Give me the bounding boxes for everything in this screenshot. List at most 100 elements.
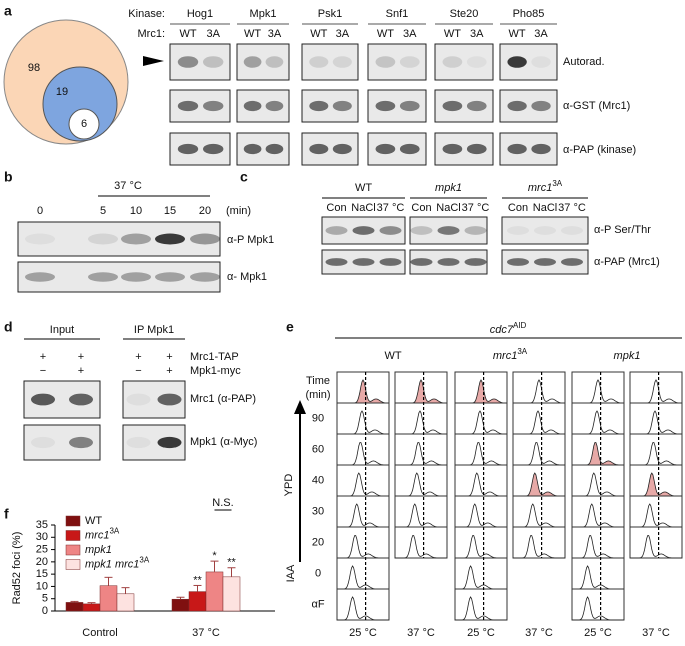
band bbox=[190, 272, 220, 282]
x-tick-label: 37 °C bbox=[192, 627, 220, 639]
sign: − bbox=[135, 365, 141, 377]
band bbox=[410, 226, 433, 235]
panel-letter: b bbox=[4, 169, 13, 185]
band bbox=[352, 226, 375, 235]
histogram-cell bbox=[336, 464, 390, 497]
time-label: 60 bbox=[312, 443, 324, 455]
condition-label: NaCl bbox=[436, 202, 460, 214]
histogram-cell bbox=[454, 464, 508, 497]
error-bar bbox=[70, 600, 79, 603]
condition-label: Con bbox=[411, 202, 431, 214]
genotype: WT bbox=[444, 28, 461, 40]
y-tick-label: 25 bbox=[36, 543, 48, 555]
x-tick-label: Control bbox=[82, 627, 117, 639]
row-label: α-P Mpk1 bbox=[227, 234, 274, 246]
band bbox=[190, 233, 220, 245]
histogram-cell bbox=[629, 526, 683, 559]
band bbox=[69, 436, 93, 449]
band bbox=[464, 226, 487, 235]
name-part: mpk1 bbox=[85, 544, 112, 556]
bar bbox=[205, 571, 224, 612]
condition-label: NaCl bbox=[351, 202, 375, 214]
band bbox=[507, 56, 527, 68]
histogram-cell bbox=[512, 402, 566, 435]
histogram-cell bbox=[571, 526, 625, 559]
legend-label: mpk1 mrc13A bbox=[85, 555, 150, 570]
panel-letter: f bbox=[4, 506, 9, 522]
legend-label: WT bbox=[85, 515, 102, 527]
sign: + bbox=[166, 365, 172, 377]
genotype: WT bbox=[310, 28, 327, 40]
error-bar bbox=[227, 567, 236, 577]
blot bbox=[301, 43, 359, 81]
superscript: 3A bbox=[552, 179, 562, 188]
band bbox=[332, 56, 352, 68]
bar bbox=[188, 591, 207, 612]
time-label: 0 bbox=[315, 567, 321, 579]
band bbox=[309, 56, 329, 68]
band bbox=[25, 272, 55, 282]
row-label: α- Mpk1 bbox=[227, 271, 267, 283]
histogram-cell bbox=[512, 526, 566, 559]
band bbox=[379, 258, 402, 266]
band bbox=[203, 143, 224, 155]
condition-label: NaCl bbox=[533, 202, 557, 214]
band bbox=[375, 56, 396, 68]
genotype: 3A bbox=[268, 28, 282, 40]
row-label: Mpk1 (α-Myc) bbox=[190, 436, 257, 448]
significance-label: * bbox=[212, 550, 217, 562]
error-bar bbox=[193, 584, 202, 592]
kinase-name: Snf1 bbox=[386, 8, 409, 20]
condition-label: 37 °C bbox=[558, 202, 586, 214]
strain-label: mrc13A bbox=[528, 179, 563, 194]
histogram-cell bbox=[454, 402, 508, 435]
y-axis-label: Rad52 foci (%) bbox=[11, 532, 23, 605]
histogram-cell bbox=[512, 371, 566, 404]
band bbox=[507, 143, 527, 155]
band bbox=[265, 143, 284, 155]
ns-label: N.S. bbox=[212, 497, 233, 509]
error-bar bbox=[121, 587, 130, 594]
histogram-cell bbox=[394, 464, 448, 497]
histogram bbox=[572, 596, 624, 621]
kinase-name: Ste20 bbox=[450, 8, 479, 20]
band bbox=[31, 393, 55, 406]
genotype: 3A bbox=[403, 28, 417, 40]
blot bbox=[17, 221, 221, 257]
venn-inner bbox=[68, 108, 100, 140]
band bbox=[442, 56, 463, 68]
y-tick-label: 20 bbox=[36, 556, 48, 568]
temperature-label: 37 °C bbox=[407, 627, 435, 639]
superscript: 3A bbox=[109, 526, 119, 535]
row-title: Kinase: bbox=[128, 8, 165, 20]
row-label: α-GST (Mrc1) bbox=[563, 100, 630, 112]
background-label: cdc7AID bbox=[490, 321, 527, 336]
error-bar bbox=[87, 602, 96, 604]
band bbox=[442, 100, 463, 112]
bar bbox=[222, 576, 241, 612]
blot bbox=[367, 43, 427, 81]
row-label: α-PAP (Mrc1) bbox=[594, 256, 660, 268]
band bbox=[379, 226, 402, 235]
temperature-label: 37 °C bbox=[525, 627, 553, 639]
histogram bbox=[455, 596, 507, 621]
band bbox=[203, 100, 224, 112]
construct-label: Mrc1-TAP bbox=[190, 351, 239, 363]
band bbox=[309, 143, 329, 155]
row-label: Autorad. bbox=[563, 56, 605, 68]
row-label: Mrc1 (α-PAP) bbox=[190, 393, 256, 405]
superscript: 3A bbox=[517, 347, 527, 356]
time-label: 10 bbox=[130, 205, 142, 217]
legend-swatch bbox=[65, 530, 81, 541]
band bbox=[88, 272, 118, 282]
band bbox=[507, 258, 529, 266]
histogram-cell bbox=[571, 557, 625, 590]
superscript: AID bbox=[513, 321, 527, 330]
band bbox=[399, 100, 420, 112]
strain-label: mrc13A bbox=[493, 347, 528, 362]
y-tick-label: 35 bbox=[36, 519, 48, 531]
sign: + bbox=[78, 365, 84, 377]
bar bbox=[171, 598, 190, 612]
strain-label: WT bbox=[355, 182, 372, 194]
